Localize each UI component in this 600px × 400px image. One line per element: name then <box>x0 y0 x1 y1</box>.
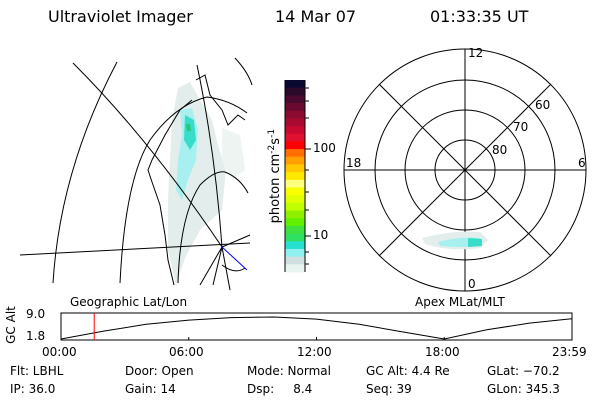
status-field: GLat: −70.2 <box>487 364 560 378</box>
instrument-title: Ultraviolet Imager <box>48 7 193 26</box>
status-field: GC Alt: 4.4 Re <box>366 364 450 378</box>
colorbar-swatch <box>285 225 305 235</box>
status-field: Gain: 14 <box>125 382 176 396</box>
colorbar-swatch <box>285 156 305 165</box>
lat-label-70: 70 <box>513 120 529 134</box>
chart-frame <box>60 312 573 341</box>
colorbar-tick-10: 10 <box>313 228 329 242</box>
colorbar-swatch <box>285 264 305 273</box>
lat-label-80: 80 <box>492 143 508 157</box>
meridian-line <box>72 62 223 248</box>
altitude-line <box>60 316 572 340</box>
colorbar-swatch <box>285 210 305 219</box>
coastline <box>221 264 246 272</box>
meridian-line <box>234 57 253 86</box>
status-field: Mode: Normal <box>247 364 331 378</box>
meridian-line <box>199 234 251 286</box>
meridian-line <box>52 61 118 284</box>
status-field: Flt: LBHL <box>10 364 64 378</box>
latitude-circle <box>177 171 249 284</box>
colorbar-swatch <box>285 141 305 150</box>
colorbar-swatch <box>285 202 305 212</box>
pointing-line <box>221 246 248 271</box>
polar-panel-label: Apex MLat/MLT <box>415 295 505 309</box>
aurora-emission-polar <box>422 231 488 250</box>
colorbar-swatch <box>285 218 305 227</box>
status-field: Seq: 39 <box>366 382 412 396</box>
x-tick: 06:00 <box>169 345 204 359</box>
colorbar-swatch <box>285 87 305 96</box>
colorbar-swatch <box>285 179 305 189</box>
x-tick: 00:00 <box>42 345 77 359</box>
colorbar-swatch <box>285 126 305 135</box>
y-tick-max: 9.0 <box>26 307 46 321</box>
colorbar-swatch <box>285 118 305 127</box>
colorbar-tick-100: 100 <box>313 141 336 155</box>
colorbar-swatch <box>285 103 305 112</box>
colorbar-swatch <box>285 95 305 104</box>
lat-label-60: 60 <box>535 98 551 112</box>
latitude-line <box>19 242 251 256</box>
colorbar-swatch <box>285 241 305 250</box>
mlt-label-18: 18 <box>346 156 362 170</box>
y-tick-min: 1.8 <box>26 329 46 343</box>
x-tick: 18:00 <box>425 345 460 359</box>
mlt-label-6: 6 <box>578 156 586 170</box>
mlt-label-12: 12 <box>468 46 484 60</box>
coastline <box>147 74 246 286</box>
colorbar-swatch <box>285 110 305 119</box>
time-label: 01:33:35 UT <box>430 7 529 26</box>
colorbar-swatch <box>285 172 305 181</box>
colorbar-swatch <box>285 195 305 204</box>
colorbar-swatch <box>285 164 305 173</box>
x-tick: 12:00 <box>297 345 332 359</box>
colorbar-swatch <box>285 80 305 89</box>
map-panel-label: Geographic Lat/Lon <box>70 295 188 309</box>
status-field: IP: 36.0 <box>10 382 56 396</box>
status-field: GLon: 345.3 <box>487 382 560 396</box>
date-label: 14 Mar 07 <box>275 7 357 26</box>
x-tick: 23:59 <box>552 345 587 359</box>
status-field: Dsp: 8.4 <box>247 382 313 396</box>
mlt-line-diagonal <box>378 83 552 257</box>
colorbar-axis <box>284 80 311 272</box>
mlt-label-0: 0 <box>468 277 476 291</box>
colorbar-swatch <box>285 256 305 265</box>
colorbar-swatch <box>285 248 305 258</box>
colorbar-swatch <box>285 149 305 158</box>
colorbar-swatch <box>285 233 305 242</box>
latitude-circle <box>119 96 248 284</box>
y-axis-label: GC Alt <box>3 306 18 344</box>
colorbar-swatch <box>285 133 305 142</box>
meridian-line <box>196 64 231 291</box>
colorbar-swatch <box>285 187 305 196</box>
status-field: Door: Open <box>125 364 194 378</box>
